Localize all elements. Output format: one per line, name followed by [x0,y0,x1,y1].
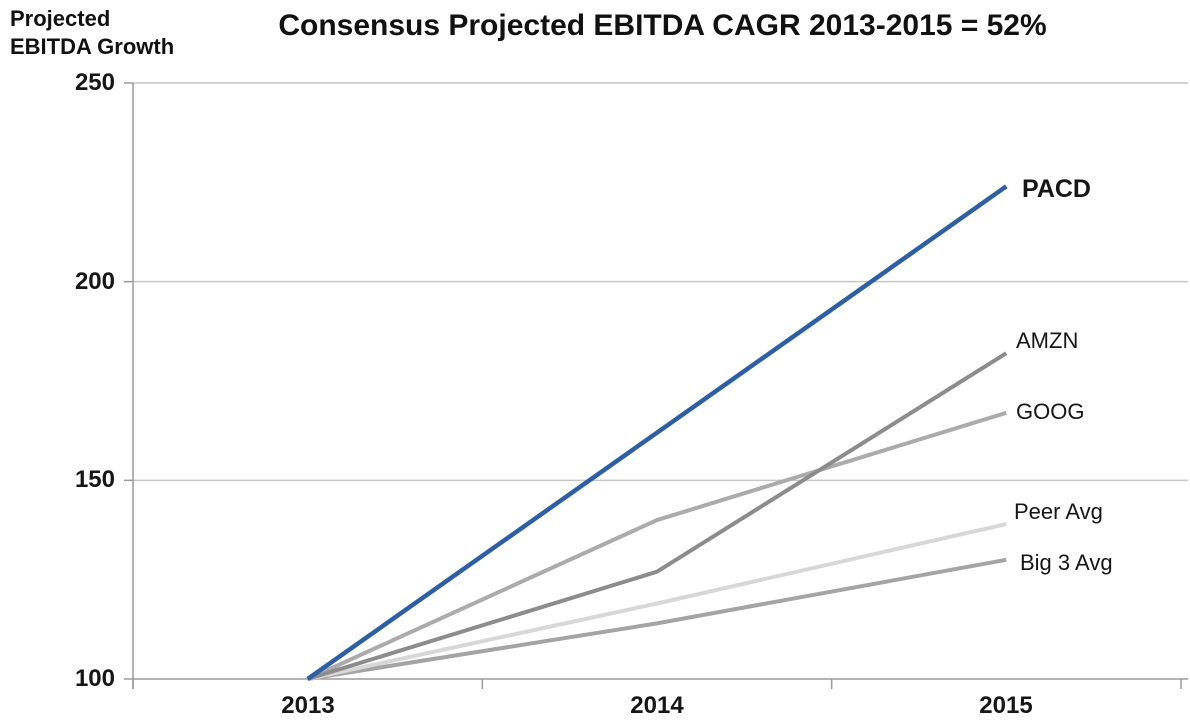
line-goog [306,410,1007,681]
line-big-3-avg [307,557,1007,681]
series-label-pacd: PACD [1022,175,1091,203]
series-label-amzn: AMZN [1016,328,1079,353]
y-axis-title: Projected EBITDA Growth [10,6,175,59]
y-tick-label-250: 250 [74,69,115,96]
series-label-goog: GOOG [1016,399,1085,424]
x-tick-label-2013: 2013 [281,692,335,719]
y-tick-label-150: 150 [74,466,115,493]
chart-title: Consensus Projected EBITDA CAGR 2013-201… [278,9,1047,42]
line-peer-avg [307,522,1007,681]
x-tick-label-2014: 2014 [630,692,684,719]
line-amzn [307,351,1008,681]
y-tick-label-200: 200 [74,268,115,295]
series-label-big3-avg: Big 3 Avg [1020,550,1113,575]
line-pacd [306,184,1008,681]
series-label-peer-avg: Peer Avg [1014,499,1103,524]
y-tick-label-100: 100 [74,665,115,692]
x-tick-label-2015: 2015 [979,692,1033,719]
